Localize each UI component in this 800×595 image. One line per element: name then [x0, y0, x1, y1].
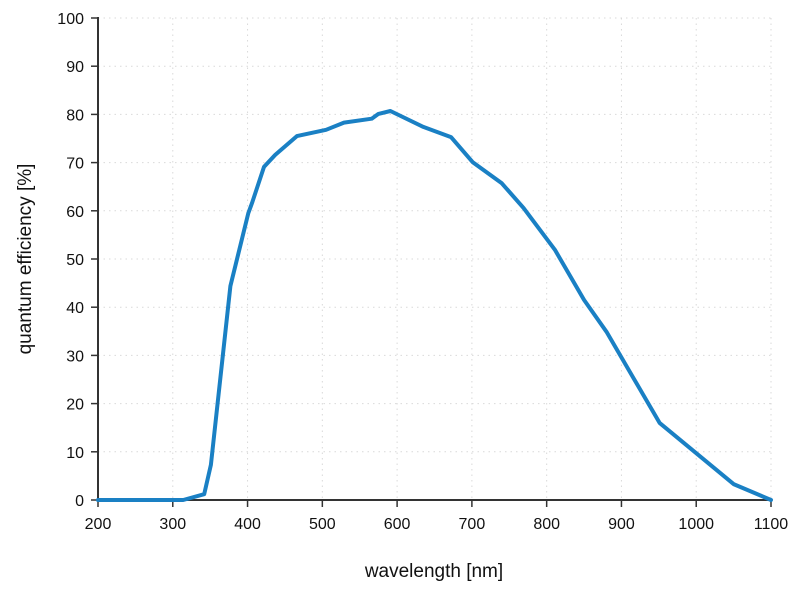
y-tick-label: 20: [66, 397, 84, 414]
y-axis-label: quantum efficiency [%]: [15, 164, 36, 355]
x-tick-label: 600: [384, 516, 411, 533]
y-tick-label: 70: [66, 156, 84, 173]
y-tick-label: 100: [57, 11, 84, 28]
y-tick-label: 50: [66, 252, 84, 269]
grid-lines: [98, 17, 773, 500]
x-tick-label: 900: [608, 516, 635, 533]
series-line-0: [96, 109, 773, 502]
x-tick-label: 1100: [754, 516, 789, 533]
y-tick-label: 80: [66, 107, 84, 124]
x-tick-label: 400: [234, 516, 261, 533]
x-tick-label: 500: [309, 516, 336, 533]
x-axis-ticks: 200 300 400 500 600 700 800 900 1000 1100: [85, 500, 789, 533]
x-tick-label: 1000: [678, 516, 714, 533]
y-tick-label: 0: [75, 493, 84, 510]
y-tick-label: 60: [66, 204, 84, 221]
x-tick-label: 800: [533, 516, 560, 533]
y-tick-label: 30: [66, 348, 84, 365]
x-tick-label: 200: [85, 516, 112, 533]
x-tick-label: 700: [459, 516, 486, 533]
x-axis-label: wavelength [nm]: [364, 561, 503, 582]
y-tick-label: 40: [66, 300, 84, 317]
y-axis-ticks: 0 10 20 30 40 50 60 70 80 90 100: [57, 11, 98, 510]
x-tick-label: 300: [159, 516, 186, 533]
y-tick-label: 90: [66, 59, 84, 76]
y-tick-label: 10: [66, 445, 84, 462]
series-group: [96, 109, 773, 502]
